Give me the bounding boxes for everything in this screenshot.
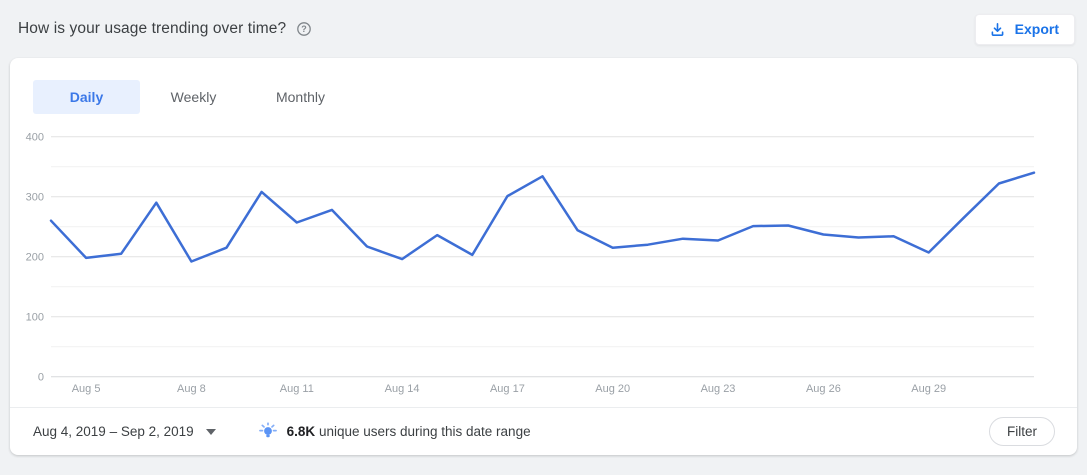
download-icon bbox=[989, 21, 1006, 38]
x-tick-label: Aug 26 bbox=[806, 383, 841, 395]
y-tick-label: 100 bbox=[26, 312, 44, 324]
chevron-down-icon bbox=[205, 428, 216, 435]
page-header: How is your usage trending over time? ? … bbox=[0, 0, 1087, 58]
svg-text:?: ? bbox=[301, 24, 307, 34]
lightbulb-icon bbox=[258, 422, 278, 441]
card-footer: Aug 4, 2019 – Sep 2, 2019 6 bbox=[10, 407, 1077, 455]
y-tick-label: 300 bbox=[26, 192, 44, 204]
tab-weekly[interactable]: Weekly bbox=[170, 89, 217, 105]
usage-line-chart: 0 100 200 300 400 Aug 5 Aug 8 Aug 11 Aug 14 Aug 1… bbox=[26, 132, 1036, 395]
x-tick-label: Aug 29 bbox=[911, 383, 946, 395]
tab-monthly[interactable]: Monthly bbox=[275, 89, 326, 105]
x-tick-label: Aug 5 bbox=[72, 383, 101, 395]
export-button[interactable]: Export bbox=[974, 13, 1075, 45]
x-tick-label: Aug 17 bbox=[490, 383, 525, 395]
filter-button[interactable]: Filter bbox=[989, 417, 1055, 446]
x-tick-label: Aug 20 bbox=[595, 383, 630, 395]
y-tick-label: 400 bbox=[26, 132, 44, 144]
chart-area: 0 100 200 300 400 Aug 5 Aug 8 Aug 11 Aug 14 Aug 1… bbox=[10, 120, 1077, 407]
unique-users-text: unique users during this date range bbox=[318, 424, 531, 439]
date-range-selector[interactable]: Aug 4, 2019 – Sep 2, 2019 bbox=[33, 424, 216, 439]
page-title: How is your usage trending over time? bbox=[18, 20, 287, 37]
x-tick-label: Aug 11 bbox=[280, 383, 314, 395]
help-icon[interactable]: ? bbox=[296, 21, 312, 37]
unique-users-value: 6.8K bbox=[286, 424, 316, 439]
trend-line bbox=[49, 171, 1036, 263]
x-tick-label: Aug 14 bbox=[385, 383, 420, 395]
y-tick-label: 0 bbox=[38, 372, 44, 384]
tab-daily[interactable]: Daily bbox=[33, 80, 140, 114]
x-tick-label: Aug 23 bbox=[701, 383, 736, 395]
granularity-tabs: Daily Weekly Monthly bbox=[10, 58, 1077, 114]
insight-summary: 6.8K unique users during this date range bbox=[258, 422, 531, 441]
y-tick-label: 200 bbox=[26, 252, 44, 264]
export-button-label: Export bbox=[1014, 21, 1059, 37]
usage-trend-card: Daily Weekly Monthly 0 100 200 300 400 Aug 5 A… bbox=[10, 58, 1077, 455]
x-tick-label: Aug 8 bbox=[177, 383, 206, 395]
date-range-label: Aug 4, 2019 – Sep 2, 2019 bbox=[33, 424, 194, 439]
